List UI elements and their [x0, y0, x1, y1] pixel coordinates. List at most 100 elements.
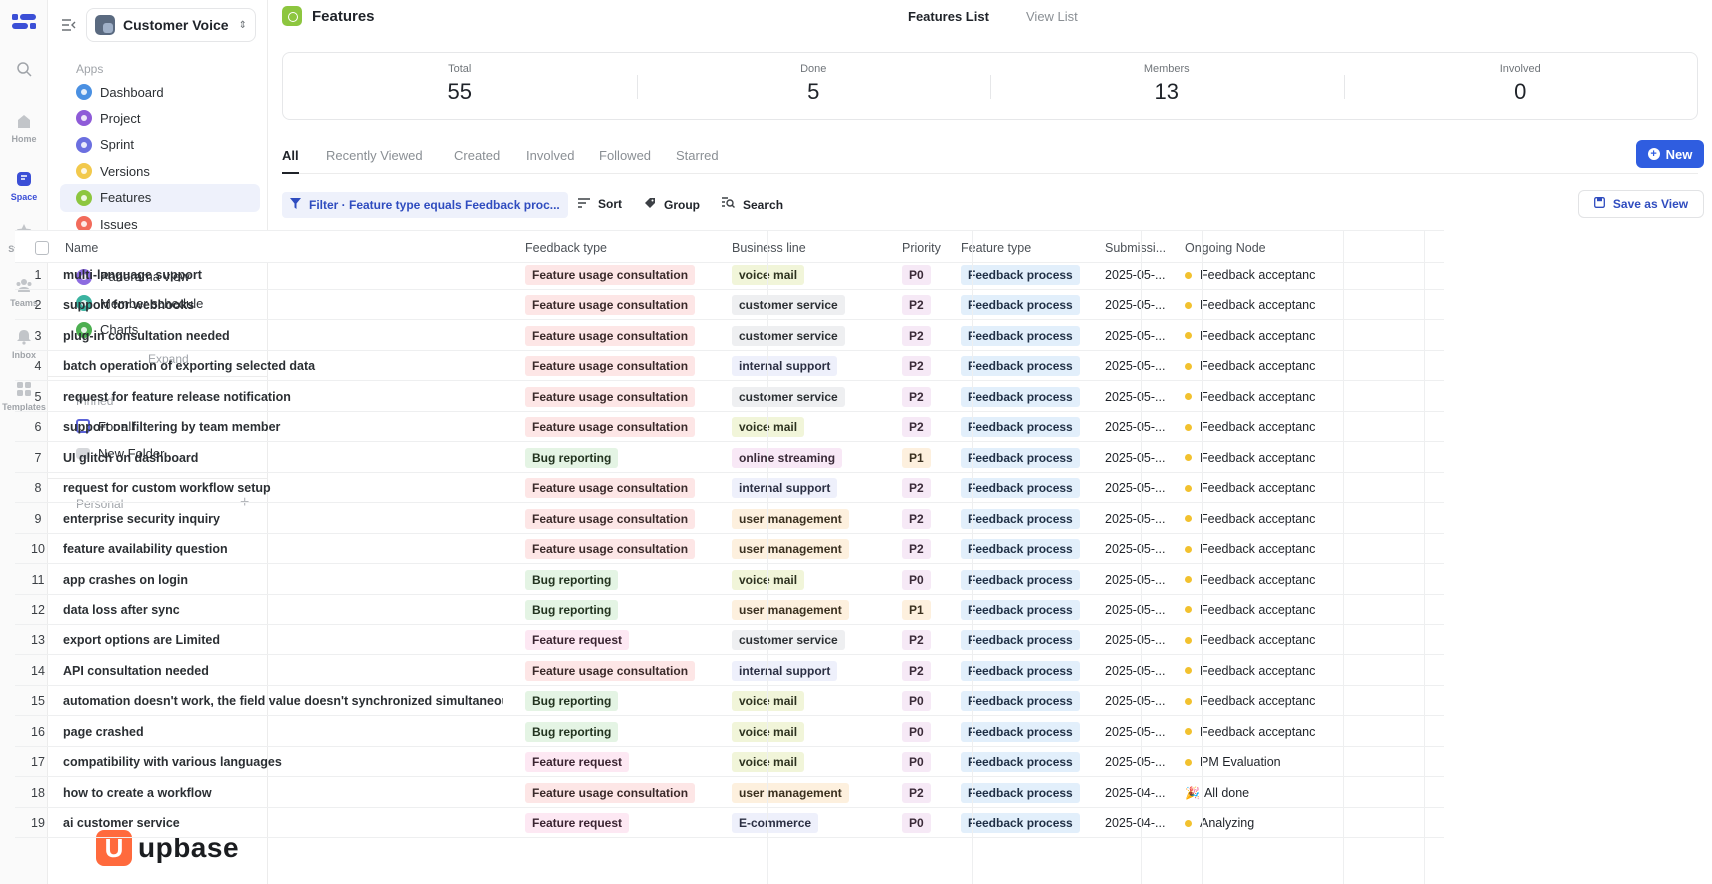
business-line-cell[interactable]: voice mail [732, 412, 890, 442]
priority-cell[interactable]: P2 [902, 625, 950, 655]
app-logo-icon[interactable] [12, 12, 36, 32]
column-header-submission[interactable]: Submissi... [1105, 231, 1173, 264]
name-cell[interactable]: multi-language support [63, 260, 503, 290]
table-row[interactable]: 16 page crashed Bug reporting voice mail P0 F… [15, 717, 1444, 747]
ongoing-node-cell[interactable]: Feedback acceptanc [1185, 534, 1442, 564]
feature-type-cell[interactable]: Feedback process [961, 595, 1094, 625]
feature-type-cell[interactable]: Feedback process [961, 260, 1094, 290]
feedback-type-cell[interactable]: Feature request [525, 747, 720, 777]
feature-type-cell[interactable]: Feedback process [961, 443, 1094, 473]
feedback-type-cell[interactable]: Feature usage consultation [525, 534, 720, 564]
priority-cell[interactable]: P2 [902, 504, 950, 534]
column-header-feedback-type[interactable]: Feedback type [525, 231, 720, 264]
sidebar-item-project[interactable]: Project [60, 104, 260, 132]
table-row[interactable]: 2 support for webhooks Feature usage consu… [15, 290, 1444, 321]
feature-type-cell[interactable]: Feedback process [961, 382, 1094, 412]
ongoing-node-cell[interactable]: Feedback acceptanc [1185, 686, 1442, 716]
table-row[interactable]: 9 enterprise security inquiry Feature usag… [15, 504, 1444, 534]
rail-item-templates[interactable]: Templates [0, 380, 48, 412]
column-header-feature-type[interactable]: Feature type [961, 231, 1094, 264]
feature-type-cell[interactable]: Feedback process [961, 290, 1094, 320]
table-row[interactable]: 18 how to create a workflow Feature usage … [15, 778, 1444, 808]
business-line-cell[interactable]: voice mail [732, 717, 890, 747]
feedback-type-cell[interactable]: Feature usage consultation [525, 778, 720, 808]
feature-type-cell[interactable]: Feedback process [961, 778, 1094, 808]
select-all-checkbox[interactable] [35, 240, 49, 255]
business-line-cell[interactable]: user management [732, 778, 890, 808]
table-row[interactable]: 17 compatibility with various languages Fe… [15, 747, 1444, 778]
view-tab-view-list[interactable]: View List [1026, 9, 1078, 24]
collapse-sidebar-icon[interactable] [60, 16, 78, 34]
priority-cell[interactable]: P0 [902, 565, 950, 595]
ongoing-node-cell[interactable]: Feedback acceptanc [1185, 473, 1442, 503]
ongoing-node-cell[interactable]: Feedback acceptanc [1185, 321, 1442, 351]
feature-type-cell[interactable]: Feedback process [961, 625, 1094, 655]
name-cell[interactable]: batch operation of exporting selected da… [63, 351, 503, 381]
group-button[interactable]: Group [644, 197, 700, 212]
name-cell[interactable]: how to create a workflow [63, 778, 503, 808]
name-cell[interactable]: app crashes on login [63, 565, 503, 595]
feedback-type-cell[interactable]: Feature usage consultation [525, 290, 720, 320]
name-cell[interactable]: UI glitch on dashboard [63, 443, 503, 473]
feature-type-cell[interactable]: Feedback process [961, 351, 1094, 381]
name-cell[interactable]: export options are Limited [63, 625, 503, 655]
feedback-type-cell[interactable]: Feature request [525, 808, 720, 838]
priority-cell[interactable]: P2 [902, 412, 950, 442]
priority-cell[interactable]: P2 [902, 382, 950, 412]
select-all-cell[interactable] [27, 231, 57, 264]
sidebar-item-issues[interactable]: Issues [60, 210, 260, 238]
name-cell[interactable]: automation doesn't work, the field value… [63, 686, 503, 716]
ongoing-node-cell[interactable]: Feedback acceptanc [1185, 717, 1442, 747]
name-cell[interactable]: plug-in consultation needed [63, 321, 503, 351]
feature-type-cell[interactable]: Feedback process [961, 534, 1094, 564]
table-row[interactable]: 3 plug-in consultation needed Feature usag… [15, 321, 1444, 351]
priority-cell[interactable]: P0 [902, 747, 950, 777]
table-row[interactable]: 6 support on filtering by team member Feat… [15, 412, 1444, 443]
business-line-cell[interactable]: customer service [732, 625, 890, 655]
priority-cell[interactable]: P0 [902, 717, 950, 747]
priority-cell[interactable]: P1 [902, 595, 950, 625]
feature-type-cell[interactable]: Feedback process [961, 747, 1094, 777]
feedback-type-cell[interactable]: Bug reporting [525, 717, 720, 747]
feedback-type-cell[interactable]: Feature usage consultation [525, 382, 720, 412]
tab-recently-viewed[interactable]: Recently Viewed [326, 148, 423, 163]
ongoing-node-cell[interactable]: Feedback acceptanc [1185, 290, 1442, 320]
name-cell[interactable]: compatibility with various languages [63, 747, 503, 777]
ongoing-node-cell[interactable]: Feedback acceptanc [1185, 565, 1442, 595]
feature-type-cell[interactable]: Feedback process [961, 412, 1094, 442]
business-line-cell[interactable]: voice mail [732, 686, 890, 716]
business-line-cell[interactable]: voice mail [732, 565, 890, 595]
tab-involved[interactable]: Involved [526, 148, 575, 163]
ongoing-node-cell[interactable]: Feedback acceptanc [1185, 625, 1442, 655]
table-row[interactable]: 4 batch operation of exporting selected d… [15, 351, 1444, 382]
table-row[interactable]: 11 app crashes on login Bug reporting voice… [15, 565, 1444, 595]
feedback-type-cell[interactable]: Feature usage consultation [525, 321, 720, 351]
business-line-cell[interactable]: user management [732, 534, 890, 564]
name-cell[interactable]: enterprise security inquiry [63, 504, 503, 534]
column-header-priority[interactable]: Priority [902, 231, 950, 264]
table-row[interactable]: 10 feature availability question Feature u… [15, 534, 1444, 565]
rail-item-space[interactable]: Space [0, 170, 48, 202]
sidebar-item-charts[interactable]: Charts [60, 316, 260, 344]
feature-type-cell[interactable]: Feedback process [961, 656, 1094, 686]
priority-cell[interactable]: P0 [902, 808, 950, 838]
business-line-cell[interactable]: internal support [732, 473, 890, 503]
business-line-cell[interactable]: voice mail [732, 260, 890, 290]
name-cell[interactable]: request for feature release notification [63, 382, 503, 412]
table-row[interactable]: 13 export options are Limited Feature requ… [15, 625, 1444, 656]
table-row[interactable]: 5 request for feature release notificatio… [15, 382, 1444, 412]
table-row[interactable]: 14 API consultation needed Feature usage c… [15, 656, 1444, 686]
name-cell[interactable]: ai customer service [63, 808, 503, 838]
feature-type-cell[interactable]: Feedback process [961, 808, 1094, 838]
sidebar-item-member-schedule[interactable]: Member schedule [60, 289, 260, 317]
priority-cell[interactable]: P2 [902, 290, 950, 320]
sidebar-item-sprint[interactable]: Sprint [60, 131, 260, 159]
sort-button[interactable]: Sort [578, 197, 622, 211]
name-cell[interactable]: feature availability question [63, 534, 503, 564]
name-cell[interactable]: page crashed [63, 717, 503, 747]
business-line-cell[interactable]: user management [732, 595, 890, 625]
feedback-type-cell[interactable]: Feature request [525, 625, 720, 655]
ongoing-node-cell[interactable]: Feedback acceptanc [1185, 351, 1442, 381]
business-line-cell[interactable]: customer service [732, 321, 890, 351]
feedback-type-cell[interactable]: Bug reporting [525, 443, 720, 473]
